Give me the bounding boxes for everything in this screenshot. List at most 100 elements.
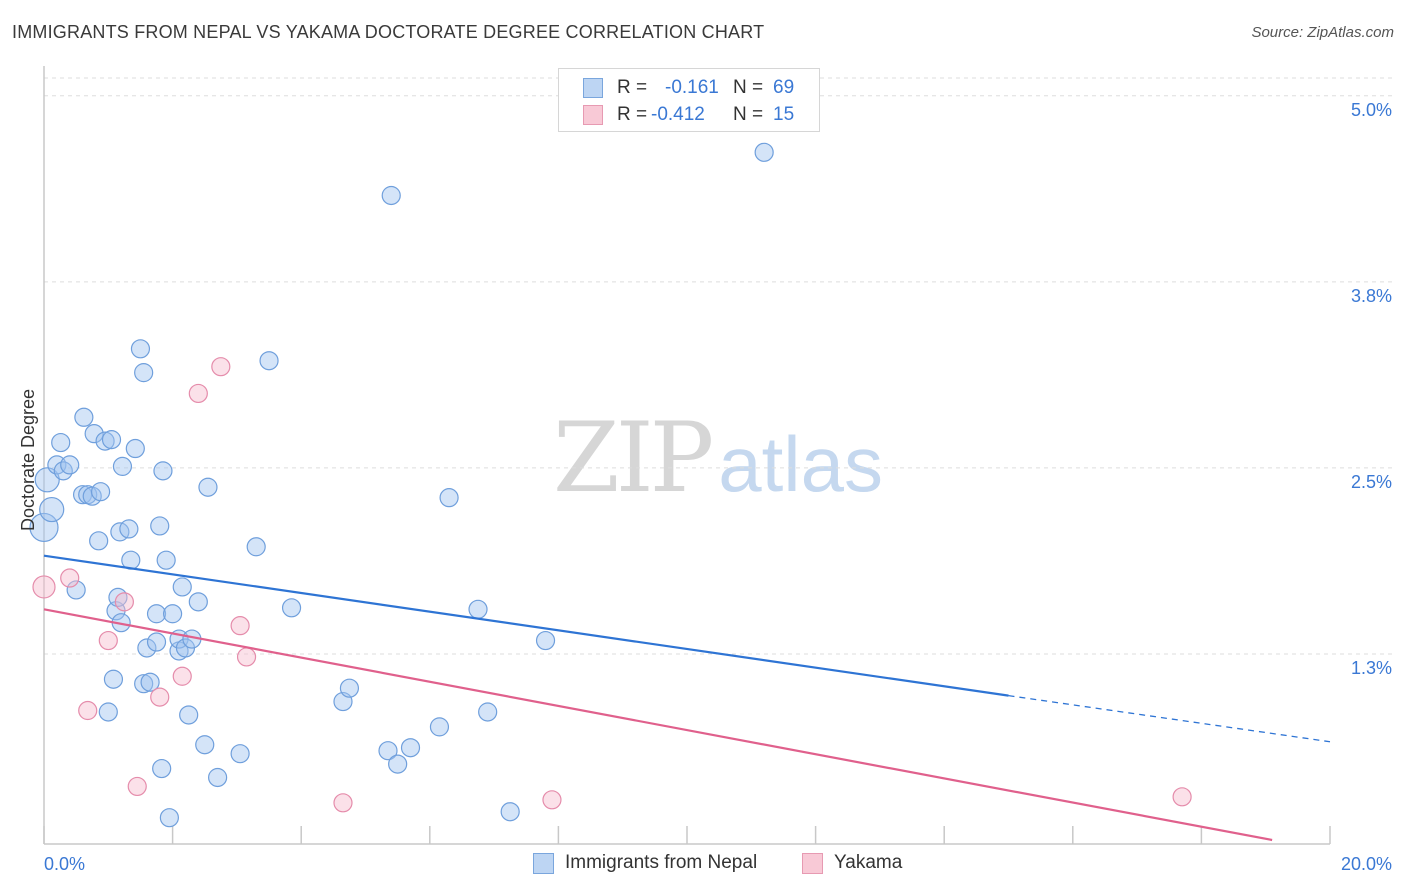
- legend-n-label: N =: [733, 104, 764, 125]
- legend-label-nepal: Immigrants from Nepal: [565, 852, 758, 873]
- data-point-nepal: [179, 705, 199, 725]
- data-point-yakama: [230, 616, 250, 636]
- data-point-yakama: [127, 776, 147, 797]
- data-point-nepal: [101, 430, 122, 450]
- y-tick-label: 3.8%: [1351, 286, 1392, 306]
- trend-line-nepal: [43, 554, 1009, 697]
- legend-row-yakama: R = -0.412 N = 15: [583, 102, 803, 128]
- data-point-nepal: [146, 604, 167, 624]
- data-point-nepal: [140, 672, 160, 692]
- y-tick-label: 1.3%: [1351, 658, 1392, 678]
- trend-layer: [43, 554, 1331, 842]
- data-point-nepal: [150, 516, 170, 536]
- data-point-nepal: [29, 512, 59, 543]
- data-point-nepal: [281, 598, 302, 618]
- data-point-nepal: [246, 537, 266, 557]
- data-point-nepal: [159, 808, 179, 828]
- data-point-nepal: [163, 604, 183, 624]
- data-point-nepal: [230, 744, 250, 764]
- data-point-nepal: [208, 767, 228, 788]
- data-point-nepal: [39, 496, 65, 523]
- data-point-nepal: [535, 630, 556, 651]
- data-point-yakama: [150, 687, 170, 707]
- data-point-yakama: [114, 592, 134, 612]
- data-point-nepal: [74, 407, 94, 427]
- legend-r-value: -0.161: [665, 77, 719, 98]
- data-point-nepal: [468, 599, 488, 619]
- legend-swatch-nepal: [583, 78, 603, 98]
- legend-r-label: R =: [617, 104, 648, 125]
- data-point-nepal: [188, 592, 208, 612]
- data-point-nepal: [754, 142, 774, 162]
- label-layer: 1.3% 2.5% 3.8% 5.0% 0.0% 20.0% Doctorate Degre…: [18, 100, 1392, 874]
- trend-line-yakama: [43, 608, 1273, 842]
- legend-correlation: R = -0.161 N = 69 R = -0.412 N = 15: [558, 68, 820, 132]
- data-point-nepal: [339, 678, 360, 698]
- grid-layer: [44, 77, 1392, 655]
- legend-r-label: R =: [617, 77, 648, 98]
- data-point-nepal: [146, 632, 167, 652]
- data-point-nepal: [388, 754, 408, 774]
- legend-n-value: 69: [773, 77, 795, 98]
- data-point-nepal: [51, 432, 71, 453]
- data-point-nepal: [429, 717, 450, 737]
- data-point-nepal: [84, 424, 104, 444]
- data-point-nepal: [60, 455, 80, 475]
- data-point-nepal: [152, 758, 172, 779]
- legend-swatch-yakama: [583, 105, 603, 125]
- y-axis-label: Doctorate Degree: [18, 389, 38, 531]
- legend-n-label: N =: [733, 77, 764, 98]
- data-point-yakama: [98, 630, 118, 651]
- data-point-yakama: [1172, 787, 1192, 807]
- data-point-nepal: [134, 674, 154, 694]
- data-point-yakama: [32, 575, 56, 599]
- legend-swatch-nepal: [533, 853, 554, 874]
- y-tick-label: 2.5%: [1351, 472, 1392, 492]
- axis-layer: [43, 66, 1331, 845]
- data-point-nepal: [103, 669, 124, 689]
- legend-swatch-yakama: [802, 853, 823, 874]
- data-point-nepal: [98, 702, 118, 722]
- data-point-nepal: [156, 550, 176, 570]
- legend-row-nepal: R = -0.161 N = 69: [583, 75, 803, 101]
- y-tick-label: 5.0%: [1351, 100, 1392, 120]
- data-point-yakama: [60, 568, 80, 588]
- data-point-nepal: [130, 339, 151, 359]
- data-point-yakama: [236, 647, 257, 667]
- data-point-yakama: [78, 700, 98, 721]
- chart-source: Source: ZipAtlas.com: [1251, 24, 1394, 41]
- legend-n-value: 15: [773, 104, 795, 125]
- data-point-yakama: [172, 666, 192, 686]
- data-point-nepal: [439, 488, 459, 508]
- points-layer: [29, 142, 1192, 828]
- data-point-nepal: [500, 802, 520, 822]
- data-point-yakama: [188, 383, 208, 404]
- data-point-nepal: [89, 531, 109, 551]
- x-tick-label: 0.0%: [44, 854, 85, 874]
- data-point-nepal: [134, 363, 154, 383]
- data-point-nepal: [153, 461, 173, 481]
- data-point-yakama: [542, 790, 562, 810]
- data-point-nepal: [195, 735, 215, 755]
- chart-title: IMMIGRANTS FROM NEPAL VS YAKAMA DOCTORAT…: [12, 22, 765, 42]
- x-tick-label: 20.0%: [1341, 854, 1392, 874]
- legend-r-value: -0.412: [651, 104, 705, 125]
- data-point-nepal: [34, 467, 60, 493]
- data-point-nepal: [478, 702, 498, 722]
- data-point-nepal: [259, 351, 279, 371]
- data-point-nepal: [95, 431, 115, 451]
- trend-line-extension-nepal: [1008, 694, 1331, 743]
- data-point-nepal: [198, 477, 218, 497]
- data-point-nepal: [400, 738, 421, 758]
- data-point-nepal: [90, 482, 111, 502]
- data-point-nepal: [125, 438, 145, 459]
- data-point-nepal: [172, 577, 192, 597]
- data-point-nepal: [112, 456, 133, 476]
- legend-label-yakama: Yakama: [834, 852, 903, 873]
- data-point-nepal: [381, 185, 401, 206]
- data-point-nepal: [137, 638, 157, 658]
- data-point-nepal: [119, 519, 139, 539]
- data-point-yakama: [333, 793, 353, 813]
- data-point-nepal: [378, 741, 398, 761]
